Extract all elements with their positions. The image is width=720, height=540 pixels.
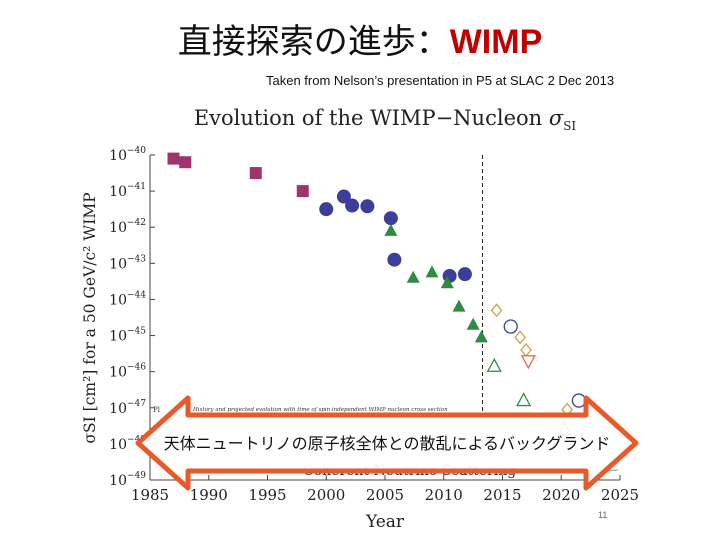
- slide-title-accent: WIMP: [449, 23, 543, 61]
- source-credit: Taken from Nelson’s presentation in P5 a…: [266, 73, 615, 88]
- y-tick-label: 10−42: [109, 218, 146, 236]
- slide-title: 直接探索の進歩：WIMP: [0, 14, 720, 63]
- triangle-marker: [406, 270, 420, 283]
- triangle-marker: [474, 330, 488, 343]
- x-tick-label: 1990: [190, 486, 228, 504]
- diamond-marker: [520, 342, 532, 358]
- circle-marker: [383, 211, 398, 226]
- y-tick-label: 10−43: [109, 254, 146, 272]
- triangle-marker: [466, 317, 480, 330]
- square-marker: [249, 167, 262, 180]
- y-tick-label: 10−40: [109, 146, 146, 164]
- circle-marker: [345, 198, 360, 213]
- x-tick-label: 2015: [483, 486, 521, 504]
- y-tick-label: 10−44: [109, 290, 146, 308]
- data-markers: [167, 152, 587, 436]
- background-overlay-text: 天体ニュートリノの原子核全体との散乱によるバックグランド: [164, 434, 611, 453]
- x-tick-label: 1985: [131, 486, 169, 504]
- x-tick-label: 1995: [248, 486, 286, 504]
- neutrino-background-arrow: [135, 395, 639, 491]
- triangle-marker: [425, 265, 439, 278]
- x-axis-label: Year: [365, 512, 405, 532]
- triangle-marker: [516, 392, 532, 407]
- diamond-marker: [490, 303, 503, 318]
- triangle-marker: [486, 357, 502, 372]
- diamond-marker: [514, 330, 526, 345]
- x-tick-label: 2010: [425, 486, 463, 504]
- circle-marker: [571, 393, 587, 408]
- triangle-marker: [384, 223, 398, 236]
- y-tick-label: 10−49: [109, 471, 146, 489]
- square-marker: [167, 152, 180, 165]
- x-tick-label: 2000: [307, 486, 345, 504]
- triangle-down-marker: [520, 355, 536, 370]
- square-marker: [179, 156, 192, 169]
- circle-marker: [360, 199, 375, 214]
- plot-caption: History and projected evolution with tim…: [192, 407, 448, 413]
- page-number: 11: [598, 510, 608, 520]
- circle-marker: [319, 202, 334, 217]
- y-tick-label: 10−45: [109, 327, 146, 345]
- slide-title-main: 直接探索の進歩：: [177, 22, 450, 62]
- circle-marker: [336, 189, 351, 204]
- x-tick-label: 2020: [542, 486, 580, 504]
- triangle-marker: [452, 299, 466, 312]
- y-tick-label: 10−48: [109, 435, 146, 453]
- axis-ticks: 1985 1990 1995 2000 2005 2010 2015 2020 2025 10−4…: [109, 146, 639, 504]
- side-text: Pl: [153, 406, 161, 414]
- y-tick-label: 10−46: [109, 363, 146, 381]
- y-tick-label: 10−47: [109, 399, 146, 417]
- y-tick-label: 10−41: [109, 182, 146, 200]
- x-tick-label: 2025: [601, 486, 639, 504]
- triangle-marker: [440, 276, 454, 289]
- square-marker: [296, 185, 309, 198]
- circle-marker: [387, 252, 402, 267]
- y-axis-label: σSI [cm²] for a 50 GeV/c² WIMP: [81, 192, 99, 443]
- circle-marker: [503, 319, 518, 334]
- circle-marker: [457, 267, 472, 282]
- x-tick-label: 2005: [366, 486, 404, 504]
- chart-title: Evolution of the WIMP−Nucleon σSI: [194, 106, 577, 133]
